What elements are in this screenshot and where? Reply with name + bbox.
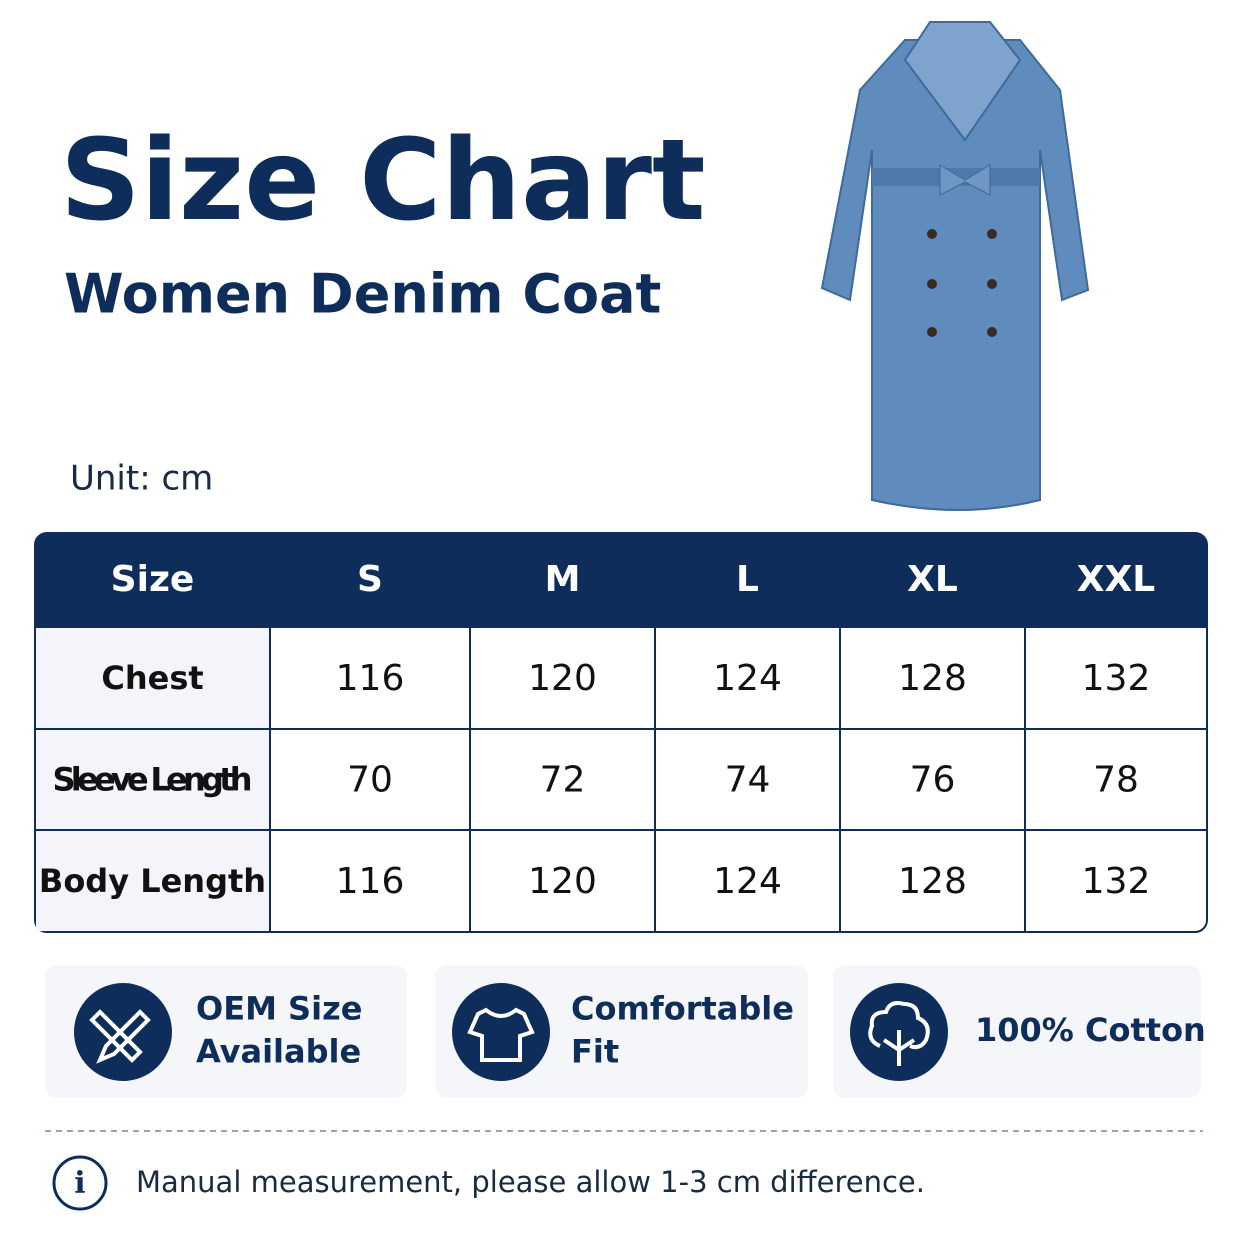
table-header-bg	[35, 533, 1207, 627]
cotton-boll	[868, 1001, 930, 1050]
feature-text: Available	[196, 1033, 361, 1071]
features: OEM Size Available Comfortable Fit 100% Cott…	[45, 965, 1206, 1098]
info-glyph: i	[74, 1166, 85, 1201]
feature-text: OEM Size	[196, 990, 362, 1028]
feature-icon	[452, 983, 550, 1081]
table-cell: 128	[898, 861, 967, 902]
feature-text: 100% Cotton	[975, 1011, 1206, 1049]
table-cell: 76	[910, 760, 956, 801]
row-label: Chest	[101, 659, 203, 697]
button	[987, 229, 997, 239]
table-cell: 128	[898, 658, 967, 699]
table-cell: 124	[713, 658, 782, 699]
table-cell: 132	[1082, 658, 1151, 699]
ruler-pencil-icon	[89, 1009, 151, 1064]
table-cell: 70	[347, 760, 393, 801]
size-table: Size S M L XL XXL Chest 116 120 124 128 132 Sleeve L…	[34, 532, 1208, 933]
coat-image	[820, 21, 1090, 511]
coat-body	[820, 39, 1090, 511]
button	[927, 327, 937, 337]
cotton-icon	[868, 1001, 930, 1066]
header-cell: XXL	[1077, 559, 1155, 600]
feature-text: Comfortable	[571, 990, 794, 1028]
title: Size Chart	[60, 116, 705, 246]
header-cell: M	[545, 559, 581, 600]
note: Manual measurement, please allow 1-3 cm …	[136, 1165, 925, 1199]
button	[927, 229, 937, 239]
cotton-stem	[882, 1030, 916, 1066]
header-cell: S	[357, 559, 383, 600]
table-cell: 124	[713, 861, 782, 902]
feature-text: Fit	[571, 1033, 619, 1071]
table-cell: 120	[528, 861, 597, 902]
button	[987, 327, 997, 337]
row-label-bg	[36, 627, 270, 931]
coat-bow	[939, 164, 991, 196]
table-cell: 78	[1093, 760, 1139, 801]
tshirt-icon	[467, 1007, 535, 1062]
info-icon	[52, 1155, 108, 1211]
button	[987, 279, 997, 289]
subtitle: Women Denim Coat	[64, 263, 661, 326]
table-cell: 74	[725, 760, 771, 801]
unit: Unit: cm	[70, 459, 213, 499]
header-cell: XL	[907, 559, 958, 600]
coat-buttons	[927, 229, 997, 337]
table-cell: 116	[336, 861, 405, 902]
row-label: Sleeve Length	[53, 761, 253, 799]
header-cell: Size	[111, 559, 195, 600]
header-cell: L	[736, 559, 759, 600]
table-cell: 132	[1082, 861, 1151, 902]
pencil	[96, 1009, 151, 1064]
table-cell: 116	[336, 658, 405, 699]
coat-collar	[903, 21, 1022, 142]
row-label: Body Length	[39, 862, 266, 900]
table-cell: 72	[540, 760, 586, 801]
table-cell: 120	[528, 658, 597, 699]
button	[927, 279, 937, 289]
feature-icon	[74, 983, 172, 1081]
